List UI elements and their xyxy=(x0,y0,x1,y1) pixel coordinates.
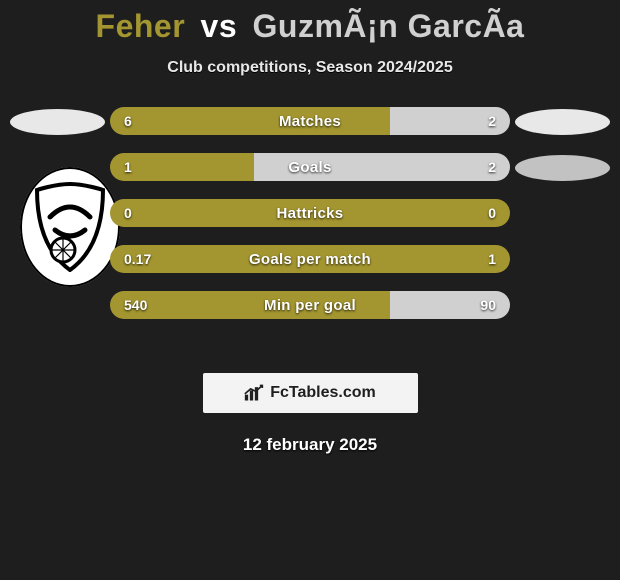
stat-bar-left xyxy=(110,153,254,181)
stat-row: Goals per match0.171 xyxy=(110,245,510,273)
vs-separator: vs xyxy=(201,8,238,44)
date-text: 12 february 2025 xyxy=(0,435,620,455)
player2-marker-1 xyxy=(515,109,610,135)
chart-icon xyxy=(244,384,264,402)
comparison-title: Feher vs GuzmÃ¡n GarcÃa xyxy=(0,0,620,45)
stat-bar-left xyxy=(110,245,510,273)
stats-stage: Matches62 Goals12 Hattricks00 Goals per mat… xyxy=(0,107,620,347)
stat-bars: Matches62 Goals12 Hattricks00 Goals per mat… xyxy=(110,107,510,319)
stat-row: Goals12 xyxy=(110,153,510,181)
stat-bar-left xyxy=(110,107,390,135)
stat-row: Matches62 xyxy=(110,107,510,135)
stat-bar-left xyxy=(110,291,390,319)
club-badge-icon xyxy=(35,182,105,272)
stat-bar-right xyxy=(254,153,510,181)
stat-row: Min per goal54090 xyxy=(110,291,510,319)
stat-bar-left xyxy=(110,199,510,227)
source-text: FcTables.com xyxy=(270,384,376,402)
stat-row: Hattricks00 xyxy=(110,199,510,227)
subtitle: Club competitions, Season 2024/2025 xyxy=(0,59,620,77)
stat-bar-right xyxy=(390,291,510,319)
player1-marker xyxy=(10,109,105,135)
club-badge xyxy=(20,167,120,287)
player2-name: GuzmÃ¡n GarcÃa xyxy=(253,8,525,44)
stat-bar-right xyxy=(390,107,510,135)
player2-marker-2 xyxy=(515,155,610,181)
source-badge[interactable]: FcTables.com xyxy=(203,373,418,413)
player1-name: Feher xyxy=(96,8,186,44)
